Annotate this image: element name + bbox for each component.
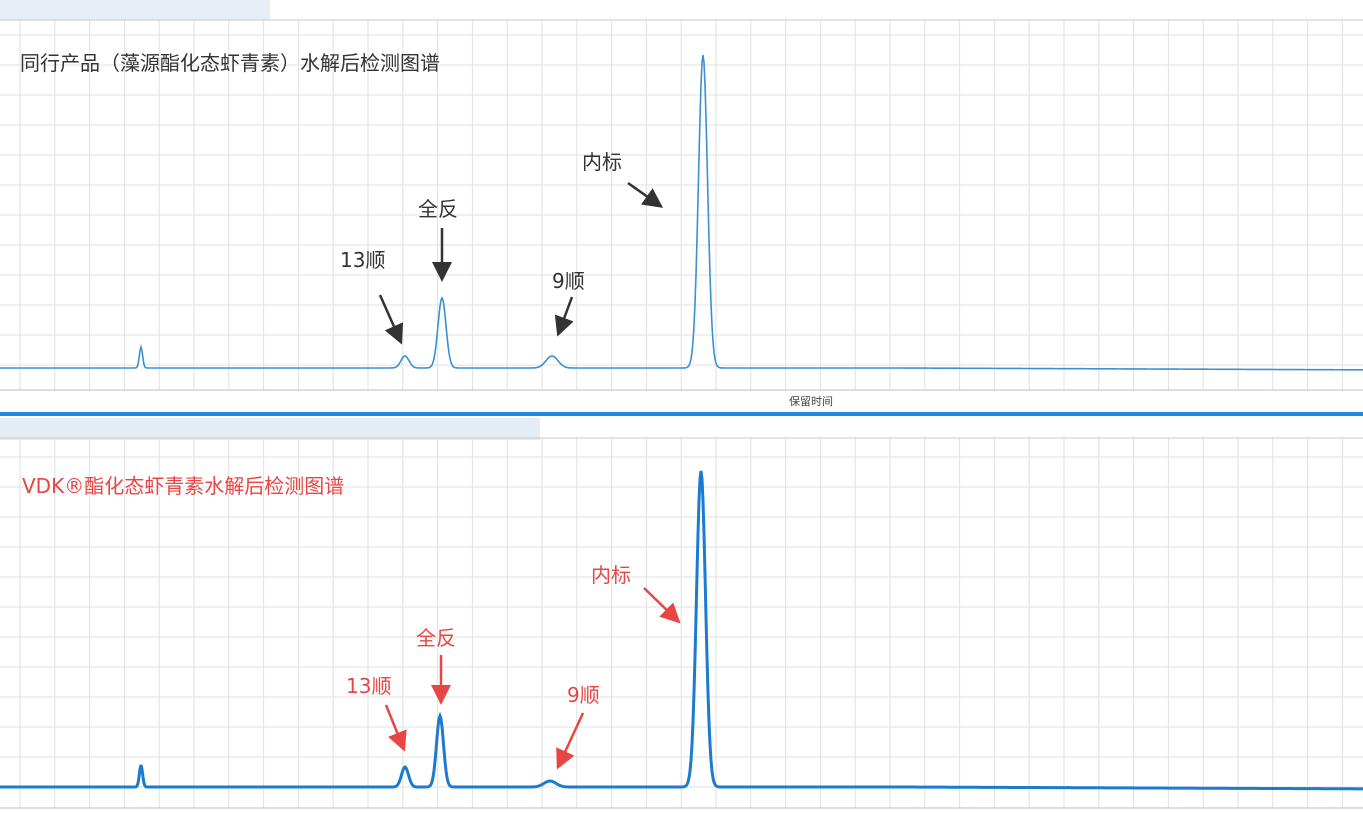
blurred-header [0, 0, 270, 20]
x-axis-label: 保留时间 [789, 394, 833, 408]
annotation: 全反 [416, 626, 456, 650]
panel-title: 同行产品（藻源酯化态虾青素）水解后检测图谱 [20, 51, 440, 75]
grid [0, 20, 1363, 808]
annotation: 13顺 [346, 674, 391, 698]
annotation: 9顺 [552, 269, 585, 293]
arrow [384, 704, 407, 752]
arrow [556, 712, 585, 770]
arrows [378, 181, 664, 345]
annotations: 13顺 全反 9顺 内标 [346, 563, 631, 707]
annotations: 13顺 全反 9顺 内标 [340, 150, 622, 293]
arrow [378, 294, 404, 345]
trace [0, 470, 1363, 791]
trace [0, 54, 1363, 371]
arrow [643, 587, 681, 624]
arrow [554, 296, 574, 337]
annotation: 内标 [591, 563, 631, 587]
annotation: 内标 [582, 150, 622, 174]
annotation: 全反 [418, 197, 458, 221]
annotation: 13顺 [340, 248, 385, 272]
blurred-header [0, 418, 540, 440]
panel-title: VDK®酯化态虾青素水解后检测图谱 [22, 474, 344, 498]
annotation: 9顺 [567, 683, 600, 707]
separator [0, 412, 1363, 416]
arrows [384, 587, 681, 770]
arrow [627, 181, 664, 208]
